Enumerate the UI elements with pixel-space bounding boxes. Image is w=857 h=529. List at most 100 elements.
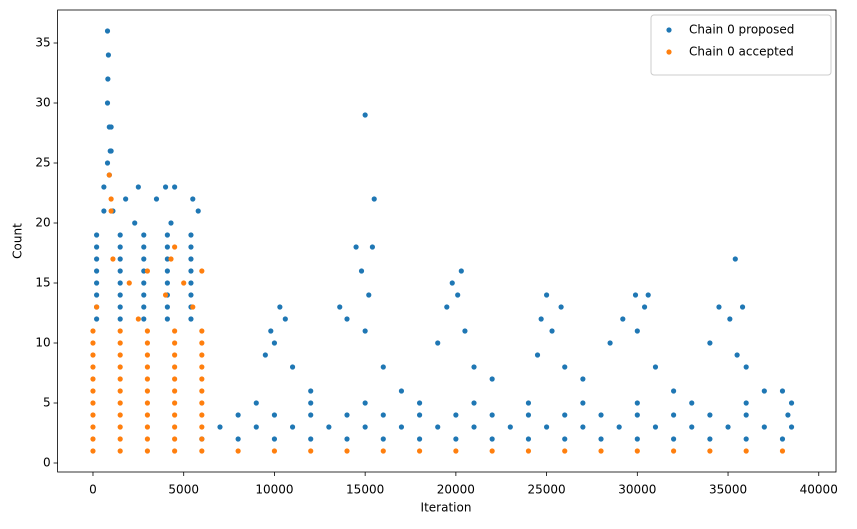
- point: [172, 436, 178, 442]
- point: [380, 364, 386, 370]
- point: [190, 196, 196, 202]
- point: [289, 364, 296, 370]
- point: [117, 292, 123, 298]
- point: [101, 184, 107, 190]
- point: [308, 400, 314, 406]
- point: [489, 436, 495, 442]
- point: [562, 364, 568, 370]
- point: [117, 388, 123, 394]
- point: [94, 232, 100, 238]
- point: [199, 424, 205, 430]
- point: [172, 184, 178, 190]
- point: [453, 412, 459, 418]
- point: [123, 196, 129, 202]
- y-tick-label: 0: [43, 456, 51, 470]
- point: [416, 400, 423, 406]
- point: [164, 244, 170, 250]
- plot-frame: [57, 9, 837, 473]
- point: [471, 400, 477, 406]
- point: [525, 448, 532, 454]
- point: [141, 256, 147, 262]
- point: [164, 280, 170, 286]
- point: [235, 448, 241, 454]
- point: [117, 244, 123, 250]
- point: [761, 388, 767, 394]
- point: [453, 448, 459, 454]
- point: [289, 424, 296, 430]
- point: [645, 292, 651, 298]
- point: [788, 400, 795, 406]
- point: [106, 172, 112, 178]
- point: [362, 400, 368, 406]
- point: [188, 268, 194, 274]
- point: [117, 352, 123, 358]
- point: [172, 364, 178, 370]
- point: [743, 436, 749, 442]
- point: [308, 388, 314, 394]
- point: [398, 388, 405, 394]
- point: [641, 304, 648, 310]
- point: [652, 364, 659, 370]
- point: [117, 256, 123, 262]
- point: [172, 352, 178, 358]
- point: [164, 232, 170, 238]
- point: [271, 340, 278, 346]
- point: [172, 244, 178, 250]
- point: [94, 316, 100, 322]
- point: [734, 352, 740, 358]
- point: [779, 448, 786, 454]
- point: [761, 424, 767, 430]
- point: [117, 448, 123, 454]
- point: [353, 244, 359, 250]
- point: [727, 316, 733, 322]
- point: [101, 208, 107, 214]
- point: [435, 340, 441, 346]
- point: [199, 436, 205, 442]
- point: [117, 304, 123, 310]
- point: [620, 316, 626, 322]
- point: [144, 352, 151, 358]
- point: [538, 316, 544, 322]
- point: [117, 400, 123, 406]
- legend-label: Chain 0 proposed: [689, 23, 794, 37]
- point: [141, 244, 147, 250]
- point: [144, 412, 151, 418]
- point: [164, 256, 170, 262]
- point: [671, 412, 677, 418]
- point: [144, 424, 151, 430]
- point: [525, 412, 532, 418]
- point: [271, 448, 278, 454]
- point: [144, 388, 151, 394]
- point: [337, 304, 343, 310]
- point: [141, 292, 147, 298]
- point: [217, 424, 223, 430]
- point: [117, 268, 123, 274]
- point: [671, 388, 677, 394]
- x-tick-label: 20000: [437, 483, 475, 497]
- point: [707, 436, 713, 442]
- point: [132, 220, 138, 226]
- point: [632, 292, 639, 298]
- point: [90, 448, 96, 454]
- point: [598, 448, 604, 454]
- point: [108, 208, 114, 214]
- point: [549, 328, 555, 334]
- point: [168, 220, 174, 226]
- y-tick-label: 30: [35, 96, 50, 110]
- point: [262, 352, 268, 358]
- point: [172, 448, 178, 454]
- point: [489, 376, 495, 382]
- point: [108, 196, 114, 202]
- point: [117, 316, 123, 322]
- point: [162, 184, 169, 190]
- x-tick-label: 30000: [618, 483, 656, 497]
- point: [489, 412, 495, 418]
- point: [607, 340, 613, 346]
- point: [90, 364, 96, 370]
- point: [362, 424, 368, 430]
- point: [172, 376, 178, 382]
- point: [94, 292, 100, 298]
- point: [144, 328, 151, 334]
- point: [141, 268, 147, 274]
- point: [634, 400, 640, 406]
